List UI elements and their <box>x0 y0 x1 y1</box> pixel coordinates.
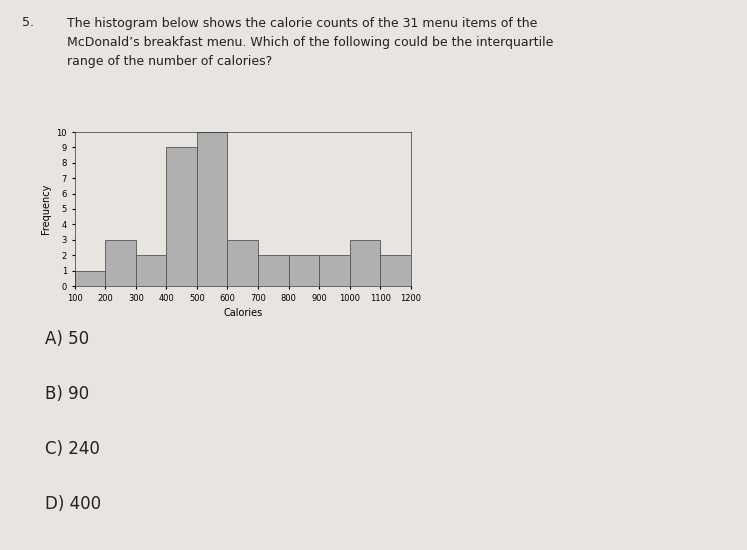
Bar <box>228 240 258 286</box>
Text: A) 50: A) 50 <box>45 330 89 348</box>
Bar <box>136 255 167 286</box>
Text: The histogram below shows the calorie counts of the 31 menu items of the: The histogram below shows the calorie co… <box>67 16 538 30</box>
Bar <box>167 147 197 286</box>
Bar <box>105 240 136 286</box>
Bar <box>197 132 228 286</box>
Text: McDonald’s breakfast menu. Which of the following could be the interquartile: McDonald’s breakfast menu. Which of the … <box>67 36 554 49</box>
Bar <box>258 255 288 286</box>
Text: range of the number of calories?: range of the number of calories? <box>67 55 273 68</box>
Bar <box>75 271 105 286</box>
Text: D) 400: D) 400 <box>45 495 101 513</box>
Y-axis label: Frequency: Frequency <box>41 184 51 234</box>
Bar <box>319 255 350 286</box>
X-axis label: Calories: Calories <box>223 308 262 318</box>
Text: B) 90: B) 90 <box>45 385 89 403</box>
Text: C) 240: C) 240 <box>45 440 99 458</box>
Bar <box>380 255 411 286</box>
Bar <box>350 240 380 286</box>
Text: 5.: 5. <box>22 16 34 30</box>
Bar <box>288 255 319 286</box>
